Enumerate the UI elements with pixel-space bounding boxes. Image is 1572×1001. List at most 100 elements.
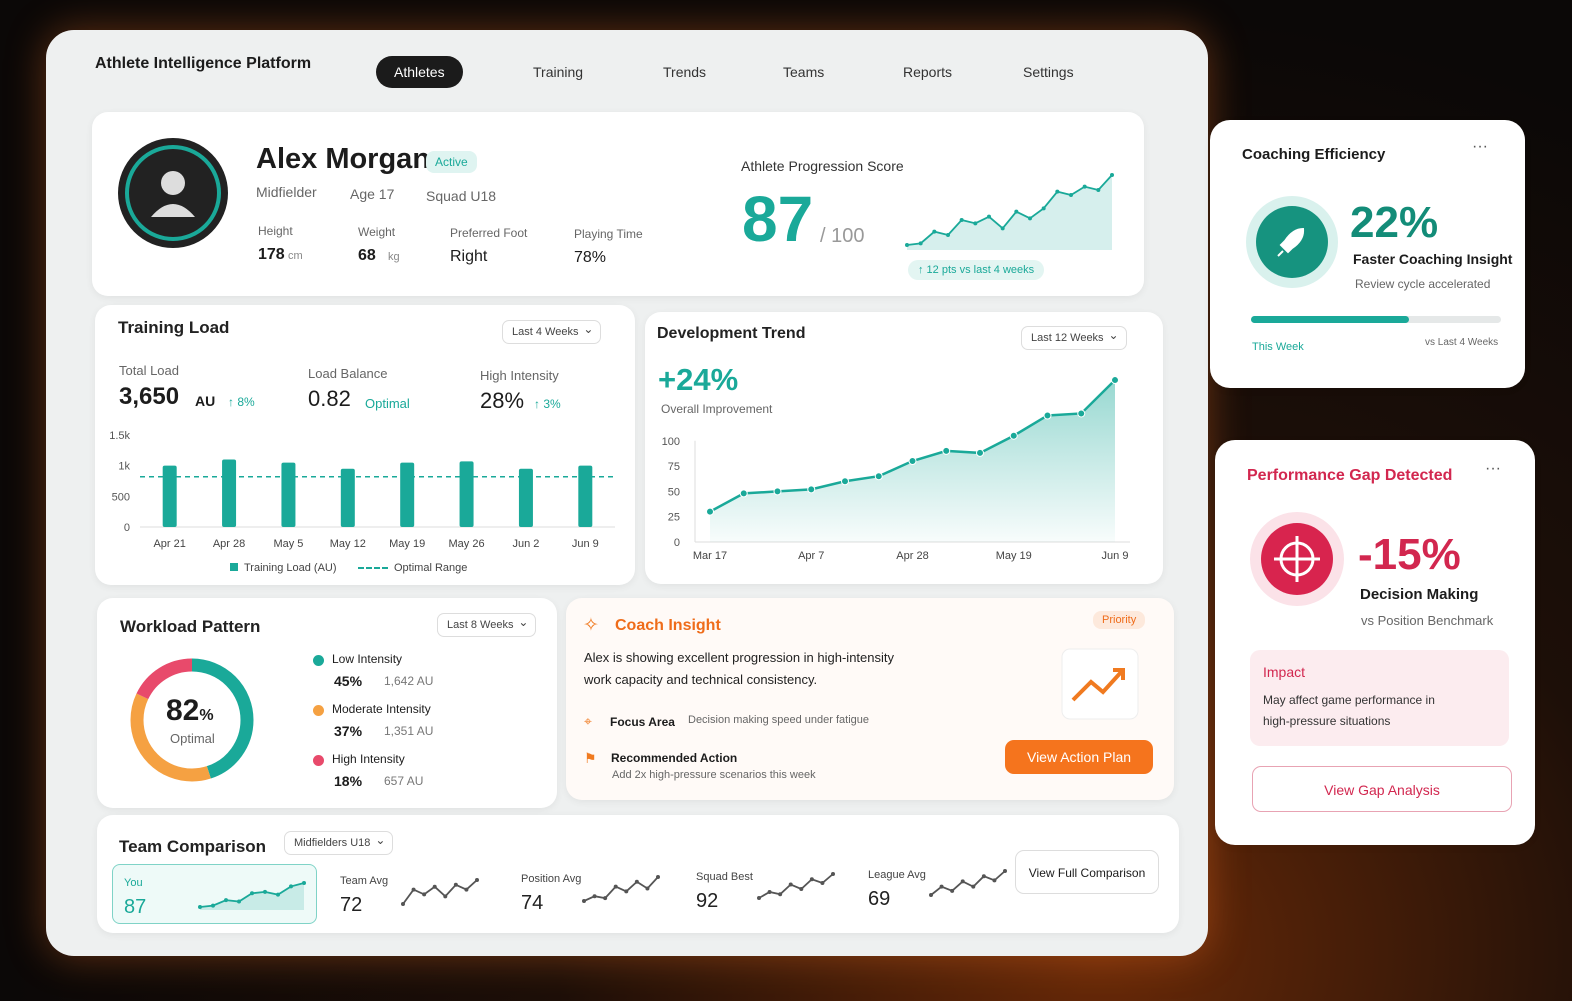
line-dot	[773, 487, 782, 496]
sparkline-dot	[1096, 188, 1101, 192]
sparkline-dot	[613, 884, 618, 889]
dropdown-label[interactable]: Last 8 Weeks	[447, 619, 514, 631]
dropdown-label[interactable]: Last 12 Weeks	[1031, 332, 1104, 344]
nav-item[interactable]: Training	[515, 56, 601, 88]
kpi-label: Load Balance	[308, 366, 388, 381]
button-label[interactable]: View Gap Analysis	[1324, 782, 1440, 798]
item-value: 74	[521, 892, 544, 914]
nav-item[interactable]: Trends	[645, 56, 724, 88]
legend-label: Low Intensity	[332, 652, 403, 666]
avatar-head	[161, 171, 185, 195]
sparkline-area	[200, 883, 304, 910]
dropdown-label[interactable]: Last 4 Weeks	[512, 326, 579, 338]
highlight-box	[112, 864, 317, 924]
item-label: Squad Best	[696, 871, 753, 883]
legend-label: High Intensity	[332, 752, 405, 766]
y-tick-label: 25	[668, 512, 680, 524]
card-title: Coaching Efficiency	[1242, 146, 1386, 163]
sparkline-dot	[582, 899, 586, 903]
bar	[340, 468, 355, 527]
stat-label: Preferred Foot	[450, 226, 528, 240]
item-label: You	[124, 877, 143, 889]
sparkline-dot	[645, 886, 650, 891]
item-label: Position Avg	[521, 873, 582, 885]
y-tick-label: 0	[674, 537, 680, 549]
age: Age 17	[350, 186, 395, 202]
nav-label[interactable]: Teams	[783, 64, 825, 80]
item-value: 92	[696, 890, 719, 912]
sparkline-dot	[959, 218, 964, 222]
sparkline-dot	[432, 884, 437, 889]
sparkline-chart	[401, 878, 479, 906]
bar	[222, 459, 237, 527]
x-tick-label: Jun 2	[512, 538, 539, 550]
progression-chart	[905, 173, 1114, 250]
nav-item[interactable]: Reports	[885, 56, 970, 88]
coaching-value: 22%	[1350, 198, 1439, 247]
range-dropdown[interactable]: Last 12 Weeks	[1021, 326, 1127, 350]
line-dot	[706, 507, 714, 516]
legend-load: 1,642 AU	[384, 674, 434, 688]
kpi-label: High Intensity	[480, 368, 559, 383]
nav-item[interactable]: Settings	[1005, 56, 1092, 88]
filter-dropdown[interactable]: Midfielders U18	[284, 831, 394, 855]
progression-title: Athlete Progression Score	[741, 158, 904, 174]
impact-box	[1250, 650, 1509, 746]
rocket	[1277, 227, 1305, 257]
line-dot	[1077, 409, 1086, 418]
kpi-note: Optimal	[365, 396, 410, 411]
sparkline-dot	[973, 221, 978, 226]
y-tick-label: 1k	[118, 461, 130, 473]
sparkline-dot	[475, 878, 479, 882]
card-title: Workload Pattern	[120, 617, 261, 636]
menu-dots[interactable]: ···	[1472, 138, 1488, 155]
range-dropdown[interactable]: Last 4 Weeks	[502, 320, 602, 344]
donut-chart	[130, 658, 254, 782]
nav-item[interactable]: Teams	[765, 56, 842, 88]
range-dropdown[interactable]: Last 8 Weeks	[437, 613, 537, 637]
legend-value: 45%	[334, 673, 363, 689]
x-tick-label: Mar 17	[693, 550, 727, 562]
nav-label[interactable]: Training	[533, 64, 584, 80]
action-icon: ⚑	[584, 750, 597, 766]
nav-label[interactable]: Settings	[1023, 64, 1074, 80]
item-value: 87	[124, 896, 147, 918]
menu-dots[interactable]: ···	[1485, 460, 1501, 477]
coaching-label: Faster Coaching Insight	[1353, 251, 1513, 267]
progression-score: 87	[742, 183, 814, 255]
sparkline-chart	[198, 881, 306, 910]
nav-label[interactable]: Reports	[903, 64, 953, 80]
center-number: 82	[166, 694, 200, 727]
sparkline-dot	[1055, 189, 1060, 194]
x-tick-label: Jun 9	[572, 538, 599, 550]
nav-label[interactable]: Athletes	[394, 64, 445, 80]
button-label[interactable]: View Full Comparison	[1028, 866, 1146, 880]
kpi-label: Total Load	[119, 363, 179, 378]
line-chart: 0 25 50 75 100 Mar 17 Apr 7 Apr 28 May 19 Jun 9	[662, 376, 1130, 562]
gap-label: Decision Making	[1360, 586, 1479, 603]
sparkline-dot	[799, 887, 804, 891]
legend-swatch	[358, 567, 388, 570]
bar	[578, 465, 593, 527]
sparkline-dot	[422, 892, 427, 897]
nav-item[interactable]: Athletes	[376, 56, 463, 88]
donut-segment	[130, 658, 254, 782]
icon-frame	[1061, 648, 1139, 720]
stat-value: 68	[358, 247, 376, 264]
button-label[interactable]: View Action Plan	[1026, 749, 1132, 765]
sparkline-dot	[929, 893, 933, 897]
stat-value: 78%	[574, 249, 607, 266]
sparkline-dot	[767, 890, 772, 894]
dropdown-label[interactable]: Midfielders U18	[294, 837, 371, 849]
gap-value: -15%	[1358, 530, 1461, 579]
action-label: Recommended Action	[611, 751, 738, 765]
bar	[281, 462, 296, 527]
nav-label[interactable]: Trends	[663, 64, 707, 80]
rocket-icon	[1246, 196, 1338, 288]
action-button[interactable]: View Action Plan	[1005, 740, 1153, 774]
sparkline-dot	[401, 902, 405, 906]
comparison-button[interactable]: View Full Comparison	[1015, 850, 1159, 894]
sparkline-dot	[757, 896, 761, 900]
gap-button[interactable]: View Gap Analysis	[1252, 766, 1512, 812]
sparkline-dot	[778, 892, 783, 897]
